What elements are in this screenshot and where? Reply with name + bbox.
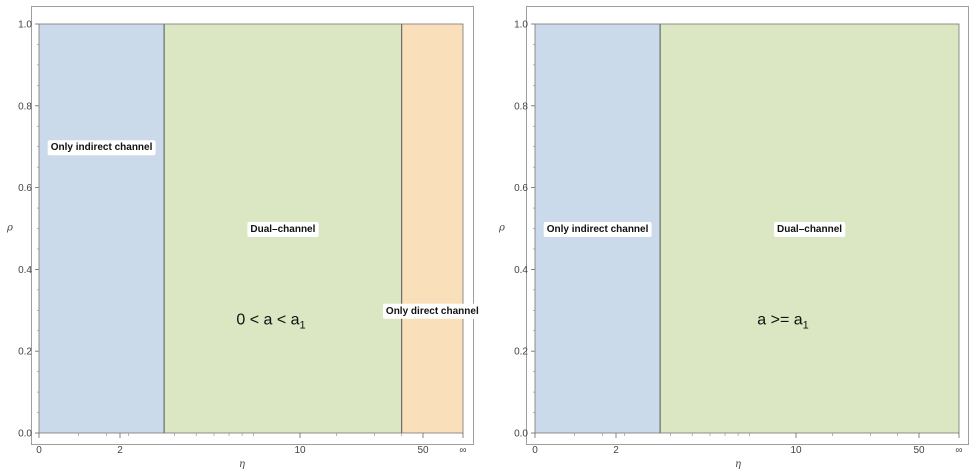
region-label-group: Dual–channel <box>774 222 846 237</box>
region-label-background <box>382 303 482 319</box>
y-tick-label: 1.0 <box>514 20 528 31</box>
y-tick-label: 0.0 <box>514 429 528 440</box>
y-tick-label: 0.2 <box>514 347 528 358</box>
region-label-group: Dual–channel <box>247 222 319 237</box>
x-axis-label: η <box>239 459 245 470</box>
x-tick-label: 0 <box>532 445 538 456</box>
y-axis-label: ρ <box>498 223 505 234</box>
y-tick-label: 0.4 <box>514 265 528 276</box>
region-label-group: Only direct channel <box>382 303 482 319</box>
x-axis-label: η <box>735 459 741 470</box>
x-tick-label: 50 <box>913 445 925 456</box>
region-label: Dual–channel <box>777 224 842 235</box>
y-tick-label: 0.4 <box>18 265 32 276</box>
left-chart-panel: 0.0 0.2 0.4 0.6 0.8 1.0 0 2 10 50 ∞ η ρ Only indirect… <box>0 0 484 475</box>
region-label-background <box>47 140 156 156</box>
y-tick-label: 0.2 <box>18 347 32 358</box>
condition-annotation: 0 < a < a1 <box>236 311 305 331</box>
region-label: Only indirect channel <box>51 142 153 153</box>
y-tick-label: 1.0 <box>18 20 32 31</box>
region-label: Dual–channel <box>250 224 315 235</box>
x-tick-label: 50 <box>417 445 429 456</box>
region-label-background <box>774 222 846 237</box>
condition-text: 0 < a < a <box>236 311 299 328</box>
left-region-chart: 0.0 0.2 0.4 0.6 0.8 1.0 0 2 10 50 ∞ η ρ Only indirect… <box>6 20 482 470</box>
condition-subscript: 1 <box>803 319 809 331</box>
region-label-group: Only indirect channel <box>47 140 156 156</box>
right-chart-panel: 0.0 0.2 0.4 0.6 0.8 1.0 0 2 10 50 ∞ η ρ Only indirect… <box>492 0 969 475</box>
region-label-group: Only indirect channel <box>543 222 652 237</box>
region-fill <box>401 24 463 433</box>
condition-annotation: a >= a1 <box>757 311 809 331</box>
x-tick-label: 2 <box>613 445 619 456</box>
x-tick-label: ∞ <box>955 445 962 456</box>
x-tick-label: 0 <box>36 445 42 456</box>
region-label-background <box>247 222 319 237</box>
condition-subscript: 1 <box>300 319 306 331</box>
right-region-chart: 0.0 0.2 0.4 0.6 0.8 1.0 0 2 10 50 ∞ η ρ Only indirect… <box>498 20 963 471</box>
x-tick-label: 10 <box>294 445 306 456</box>
region-label: Only indirect channel <box>547 224 649 235</box>
x-tick-label: ∞ <box>459 445 466 456</box>
x-tick-label: 2 <box>117 445 123 456</box>
y-tick-label: 0.6 <box>18 183 32 194</box>
region-label-background <box>543 222 652 237</box>
y-tick-label: 0.0 <box>18 429 32 440</box>
y-axis-label: ρ <box>6 223 13 234</box>
y-tick-label: 0.8 <box>18 101 32 112</box>
y-tick-label: 0.6 <box>514 183 528 194</box>
x-tick-label: 10 <box>790 445 802 456</box>
region-fill <box>39 24 165 433</box>
condition-text: a >= a <box>757 311 802 328</box>
y-tick-label: 0.8 <box>514 101 528 112</box>
region-label: Only direct channel <box>386 306 479 317</box>
